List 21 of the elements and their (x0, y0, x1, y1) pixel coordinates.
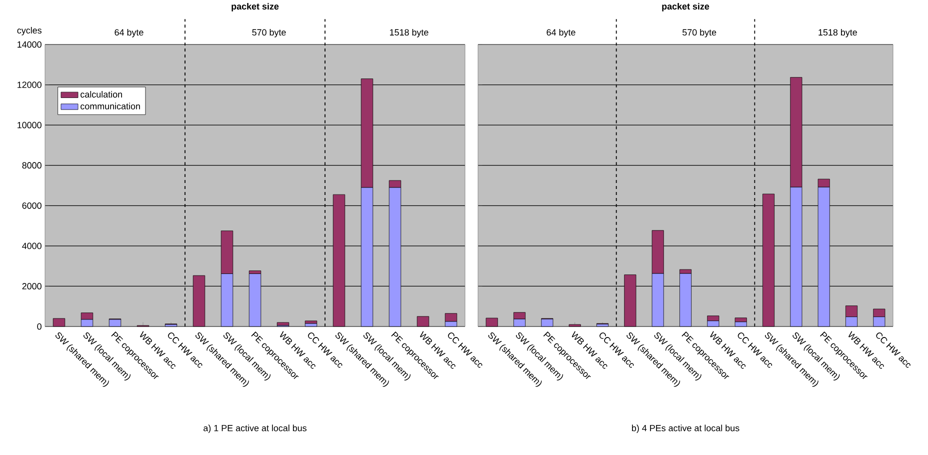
y-tick-label: 14000 (18, 42, 42, 48)
text: 570 byte (252, 29, 286, 38)
y-tick-label: 10000 (18, 122, 42, 129)
text: 570 byte (682, 29, 716, 38)
chart-title: packet size (662, 3, 710, 12)
legend-label: communication (80, 103, 140, 110)
chart-title: packet size (232, 3, 279, 12)
text: 1518 byte (390, 29, 428, 38)
y-tick-label: 2000 (22, 283, 42, 290)
text: 1518 byte (818, 29, 857, 38)
y-tick-label: 4000 (22, 243, 42, 250)
x-axis-title: b) 4 PEs active at local bus (632, 424, 740, 434)
text: 64 byte (546, 29, 576, 38)
x-axis-title: a) 1 PE active at local bus (204, 424, 306, 434)
y-tick-label: 12000 (18, 82, 42, 88)
y-tick-label: 8000 (22, 162, 42, 169)
y-axis-title: cycles (17, 27, 42, 36)
legend-label: calculation (80, 91, 122, 98)
y-tick-label: 6000 (22, 202, 42, 210)
text: 64 byte (114, 29, 144, 38)
y-tick-label: 0 (37, 324, 42, 330)
